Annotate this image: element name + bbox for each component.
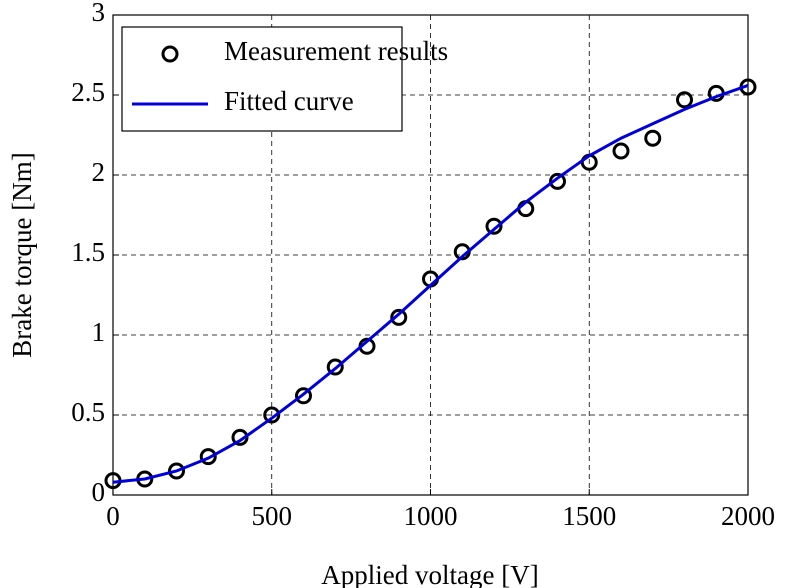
x-tick-label: 1500 bbox=[562, 501, 616, 531]
data-point bbox=[199, 448, 217, 466]
legend-box bbox=[121, 26, 403, 132]
legend-marker bbox=[161, 45, 179, 63]
x-tick-label: 500 bbox=[252, 501, 293, 531]
legend-label: Fitted curve bbox=[224, 86, 354, 116]
y-tick-label: 0.5 bbox=[71, 397, 105, 427]
data-point bbox=[263, 406, 281, 424]
data-point bbox=[644, 129, 662, 147]
data-point bbox=[295, 387, 312, 405]
data-point bbox=[390, 308, 408, 326]
y-tick-label: 2 bbox=[92, 157, 106, 187]
data-point bbox=[485, 217, 503, 235]
plot-frame bbox=[112, 14, 749, 496]
y-tick-label: 2.5 bbox=[71, 77, 105, 107]
data-point bbox=[168, 462, 185, 480]
x-axis-label: Applied voltage [V] bbox=[321, 560, 538, 588]
line-series bbox=[112, 83, 749, 484]
y-tick-label: 1.5 bbox=[71, 237, 105, 267]
y-tick-label: 1 bbox=[92, 317, 106, 347]
x-tick-label: 1000 bbox=[404, 501, 458, 531]
x-tick-label: 2000 bbox=[721, 501, 775, 531]
data-point bbox=[676, 91, 693, 109]
y-tick-label: 3 bbox=[92, 0, 106, 27]
x-tick-label: 0 bbox=[106, 501, 120, 531]
y-axis-label: Brake torque [Nm] bbox=[7, 152, 37, 357]
data-point bbox=[549, 172, 566, 190]
legend-label: Measurement results bbox=[224, 36, 448, 66]
data-point bbox=[612, 142, 630, 160]
data-point bbox=[326, 358, 344, 376]
y-tick-label: 0 bbox=[92, 477, 106, 507]
